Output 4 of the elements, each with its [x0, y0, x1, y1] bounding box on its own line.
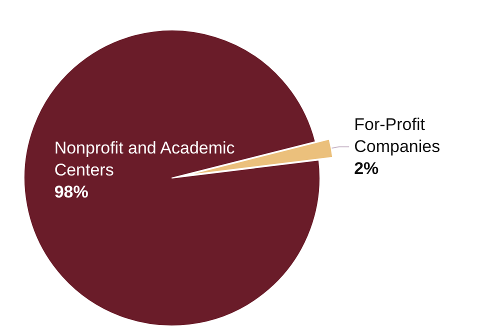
data-label: 2%: [354, 159, 379, 178]
data-label: 98%: [54, 182, 88, 202]
slice-label: Nonprofit and Academic Centers: [54, 138, 236, 180]
slice-label: For-Profit Companies: [354, 115, 440, 156]
